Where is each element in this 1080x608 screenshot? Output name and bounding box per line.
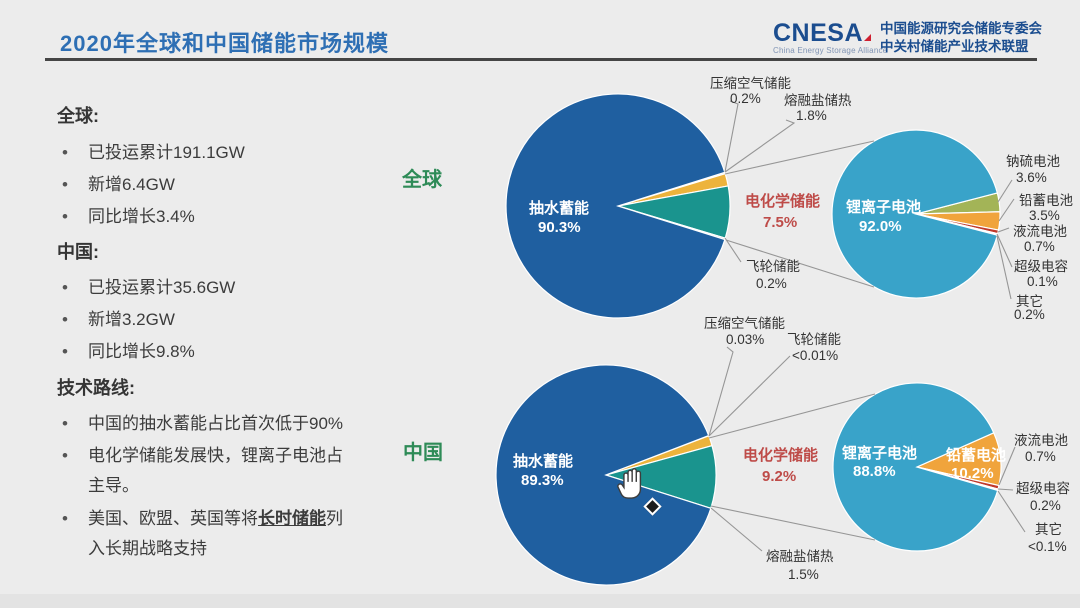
callout-label: 熔融盐储热 (766, 549, 834, 564)
leader-line (997, 490, 1026, 533)
callout-value: <0.1% (1028, 539, 1067, 554)
callout-value: 1.5% (788, 567, 819, 582)
pie-inside-label: 抽水蓄能 (513, 453, 574, 470)
callout-label: 钠硫电池 (1006, 154, 1060, 169)
leader-line (724, 140, 875, 175)
tech3-emphasis: 长时储能 (258, 509, 326, 528)
pie-inside-label: 锂离子电池 (842, 445, 918, 462)
callout-label: 其它 (1035, 522, 1062, 537)
hand-grab-cursor (617, 468, 642, 499)
title-underline (45, 58, 1037, 61)
list-item: 电化学储能发展快，锂离子电池占主导。 (60, 441, 354, 501)
callout-value: 1.8% (796, 108, 827, 123)
pie-inside-value: 92.0% (859, 218, 902, 235)
callout-value-electrochemical: 9.2% (762, 468, 797, 485)
leader-line (725, 239, 875, 288)
callout-label: 熔融盐储热 (784, 93, 852, 108)
leader-line (710, 505, 876, 541)
leader-line (998, 446, 1016, 486)
callout-value: 0.7% (1024, 239, 1055, 254)
tech3-post: 列入长期战略支持 (88, 509, 343, 558)
leader-line (708, 346, 734, 437)
leader-line (708, 393, 876, 439)
leader-line (724, 100, 739, 173)
section-heading-global: 全球: (57, 106, 99, 126)
leader-line (998, 198, 1015, 222)
callout-label-electrochemical: 电化学储能 (743, 447, 819, 464)
leader-line (996, 233, 1013, 268)
leader-lines (708, 100, 1026, 552)
section-heading-china: 中国: (57, 242, 99, 262)
leader-line (997, 227, 1010, 233)
callout-value: 0.2% (730, 91, 761, 106)
callout-label: 超级电容 (1016, 481, 1070, 496)
logo-tagline: China Energy Storage Alliance (773, 46, 888, 55)
callout-label: 压缩空气储能 (710, 76, 791, 91)
pie-inside-label-lead: 铅蓄电池 (946, 447, 1007, 464)
list-item: 新增6.4GW (60, 170, 354, 200)
pie-slice-抽水蓄能 (495, 364, 712, 586)
callout-value: 0.2% (756, 276, 787, 291)
leader-line (997, 179, 1013, 203)
list-item: 已投运累计35.6GW (60, 273, 354, 303)
logo-org-line1: 中国能源研究会储能专委会 (880, 21, 1042, 36)
pie-inside-value: 90.3% (538, 219, 581, 236)
callout-label: 铅蓄电池 (1019, 193, 1073, 208)
leader-line (997, 488, 1014, 491)
page-title: 2020年全球和中国储能市场规模 (60, 31, 389, 56)
logo-brand-text: CNESA (773, 19, 864, 47)
list-item: 已投运累计191.1GW (60, 138, 354, 168)
pie-slice-锂离子电池 (832, 382, 999, 552)
pie-inside-label: 抽水蓄能 (529, 200, 590, 217)
leader-line (710, 507, 763, 552)
pie-inside-value: 88.8% (853, 463, 896, 480)
callout-value: 3.5% (1029, 208, 1060, 223)
list-item: 同比增长3.4% (60, 202, 354, 232)
logo-org-names: 中国能源研究会储能专委会 中关村储能产业技术联盟 (880, 20, 1042, 56)
list-item: 同比增长9.8% (60, 337, 354, 367)
callout-value: 3.6% (1016, 170, 1047, 185)
callout-label: 液流电池 (1013, 224, 1067, 239)
callout-value: 0.7% (1025, 449, 1056, 464)
tech3-pre: 美国、欧盟、英国等将 (88, 509, 258, 528)
callout-value-electrochemical: 7.5% (763, 214, 798, 231)
callout-value: 0.2% (1030, 498, 1061, 513)
callout-label: 压缩空气储能 (704, 316, 785, 331)
callout-label: 液流电池 (1014, 433, 1068, 448)
callout-label: 超级电容 (1014, 259, 1068, 274)
bottom-strip (0, 594, 1080, 608)
logo-org-line2: 中关村储能产业技术联盟 (880, 39, 1029, 54)
pie-slice-抽水蓄能 (505, 93, 726, 319)
section-heading-tech-route: 技术路线: (57, 378, 135, 398)
callout-value: <0.01% (792, 348, 839, 363)
callout-label: 其它 (1016, 294, 1043, 309)
group-label-global: 全球 (402, 169, 442, 191)
callout-value: 0.1% (1027, 274, 1058, 289)
list-item: 美国、欧盟、英国等将长时储能列入长期战略支持 (60, 504, 354, 564)
callout-label-electrochemical: 电化学储能 (745, 193, 821, 210)
leader-line (724, 237, 742, 263)
cnesa-logo: CNESA China Energy Storage Alliance (773, 19, 887, 55)
callout-label: 飞轮储能 (746, 259, 800, 274)
callout-value: 0.03% (726, 332, 765, 347)
pie-inside-label: 锂离子电池 (846, 199, 922, 216)
group-label-china: 中国 (403, 442, 443, 464)
pie-slice-锂离子电池 (831, 129, 999, 299)
pie-inside-value: 89.3% (521, 472, 564, 489)
list-item: 中国的抽水蓄能占比首次低于90% (60, 409, 354, 439)
leader-line (724, 119, 796, 173)
callout-value: 0.2% (1014, 307, 1045, 322)
leader-line (996, 235, 1012, 300)
list-item: 新增3.2GW (60, 305, 354, 335)
leader-line (708, 355, 791, 437)
logo-red-mark-icon (864, 34, 872, 41)
pie-inside-value-lead: 10.2% (951, 465, 994, 482)
callout-label: 飞轮储能 (787, 332, 841, 347)
